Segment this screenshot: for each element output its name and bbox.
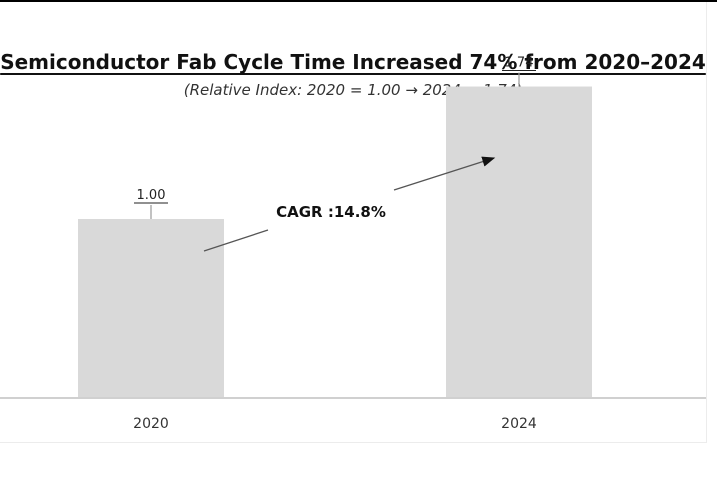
top-rule bbox=[0, 0, 717, 2]
data-label-2020: 1.00 bbox=[137, 188, 166, 203]
chart-title: Semiconductor Fab Cycle Time Increased 7… bbox=[0, 50, 706, 74]
cagr-arrow-head bbox=[393, 156, 496, 191]
x-tick-label-2020: 2020 bbox=[133, 416, 169, 432]
x-tick-label-2024: 2024 bbox=[501, 416, 537, 432]
data-label-2024: 1.74 bbox=[505, 56, 534, 71]
cagr-arrow-tail bbox=[203, 229, 269, 252]
bar-2024 bbox=[446, 86, 592, 398]
bar-2020 bbox=[78, 219, 224, 398]
cagr-annotation: CAGR :14.8% bbox=[276, 203, 386, 221]
chart-subtitle: (Relative Index: 2020 = 1.00 → 2024 = 1.… bbox=[183, 81, 523, 99]
